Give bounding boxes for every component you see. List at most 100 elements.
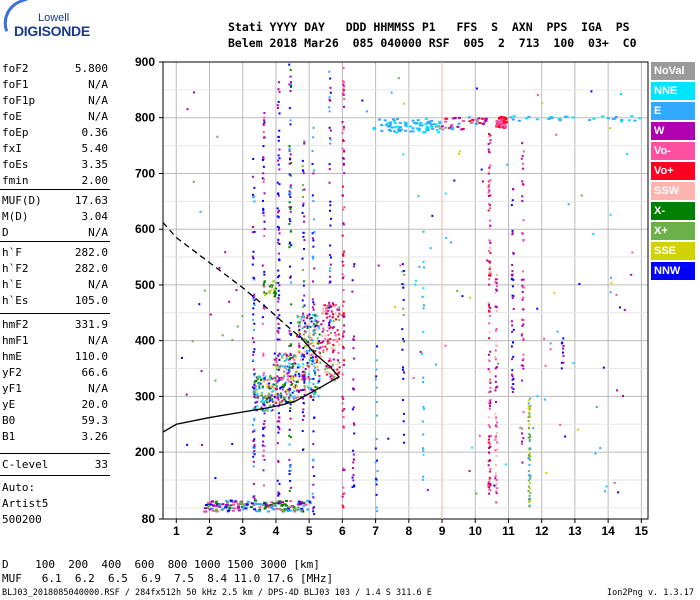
echo-point [278, 232, 281, 235]
echo-point [521, 162, 524, 165]
echo-point [403, 102, 406, 105]
echo-point [494, 449, 497, 452]
echo-point [278, 258, 281, 261]
echo-point [228, 507, 232, 510]
echo-point [303, 372, 306, 375]
echo-point [511, 324, 514, 327]
echo-point [290, 244, 293, 247]
x-tick-label: 2 [206, 524, 213, 538]
echo-point [498, 116, 502, 120]
echo-point [495, 344, 498, 347]
echo-point [289, 80, 292, 83]
echo-point [214, 501, 218, 504]
echo-point [283, 508, 287, 511]
echo-point [337, 372, 340, 375]
echo-point [334, 331, 337, 334]
echo-point [376, 510, 379, 513]
echo-point [336, 359, 339, 362]
echo-point [233, 507, 237, 510]
echo-point [450, 128, 454, 131]
echo-point [251, 175, 254, 178]
echo-point [253, 293, 256, 296]
echo-point [522, 285, 525, 288]
echo-point [204, 504, 208, 507]
param-row: fxI 5.40 [2, 142, 108, 158]
echo-point [288, 145, 291, 148]
echo-point [324, 345, 327, 348]
echo-point [342, 416, 345, 419]
echo-point [609, 127, 612, 130]
echo-point [316, 337, 319, 340]
echo-point [402, 313, 405, 316]
echo-point [521, 154, 524, 157]
echo-point [251, 255, 254, 258]
echo-point [495, 274, 498, 277]
echo-point [293, 395, 296, 398]
echo-point [286, 375, 289, 378]
echo-point [488, 239, 491, 242]
echo-point [311, 466, 314, 469]
echo-point [494, 281, 497, 284]
echo-point [458, 152, 461, 155]
echo-point [342, 347, 345, 350]
param-name: hmF1 [2, 334, 29, 347]
echo-point [271, 390, 274, 393]
echo-point [180, 356, 183, 359]
echo-point [271, 383, 274, 386]
echo-point [468, 120, 472, 123]
echo-point [411, 119, 415, 122]
echo-point [257, 377, 260, 380]
echo-point [329, 244, 332, 247]
echo-point [237, 508, 241, 511]
echo-point [308, 502, 312, 505]
echo-point [512, 388, 515, 391]
echo-point [297, 503, 301, 506]
echo-point [275, 384, 278, 387]
echo-point [284, 352, 287, 355]
echo-point [252, 313, 255, 316]
echo-point [487, 485, 490, 488]
echo-point [435, 125, 439, 128]
echo-point [311, 162, 314, 165]
echo-point [241, 508, 245, 511]
param-value: 3.26 [81, 430, 109, 443]
echo-point [489, 142, 492, 145]
echo-point [263, 116, 266, 119]
echo-point [506, 163, 509, 166]
echo-point [338, 371, 341, 374]
echo-point [302, 370, 305, 373]
echo-point [302, 220, 305, 223]
echo-point [630, 115, 634, 118]
echo-point [316, 321, 319, 324]
echo-point [431, 127, 435, 130]
echo-point [488, 400, 491, 403]
echo-point [338, 306, 341, 309]
echo-point [262, 469, 265, 472]
echo-point [274, 294, 277, 297]
echo-point [263, 377, 266, 380]
echo-point [311, 363, 314, 366]
x-tick-label: 13 [568, 524, 582, 538]
echo-point [297, 500, 301, 503]
echo-point [564, 435, 567, 438]
echo-point [511, 294, 514, 297]
echo-point [487, 447, 490, 450]
echo-point [511, 263, 514, 266]
echo-point [333, 348, 336, 351]
echo-point [252, 341, 255, 344]
x-tick-label: 9 [439, 524, 446, 538]
echo-point [289, 68, 292, 71]
echo-point [278, 148, 281, 151]
echo-point [401, 366, 404, 369]
echo-point [263, 111, 266, 114]
echo-point [287, 388, 290, 391]
echo-point [321, 345, 324, 348]
echo-point [536, 94, 539, 97]
echo-point [461, 295, 464, 298]
echo-point [341, 194, 344, 197]
echo-point [528, 482, 531, 485]
echo-point [288, 241, 291, 244]
echo-point [260, 379, 263, 382]
echo-point [504, 125, 508, 129]
echo-point [277, 296, 280, 299]
